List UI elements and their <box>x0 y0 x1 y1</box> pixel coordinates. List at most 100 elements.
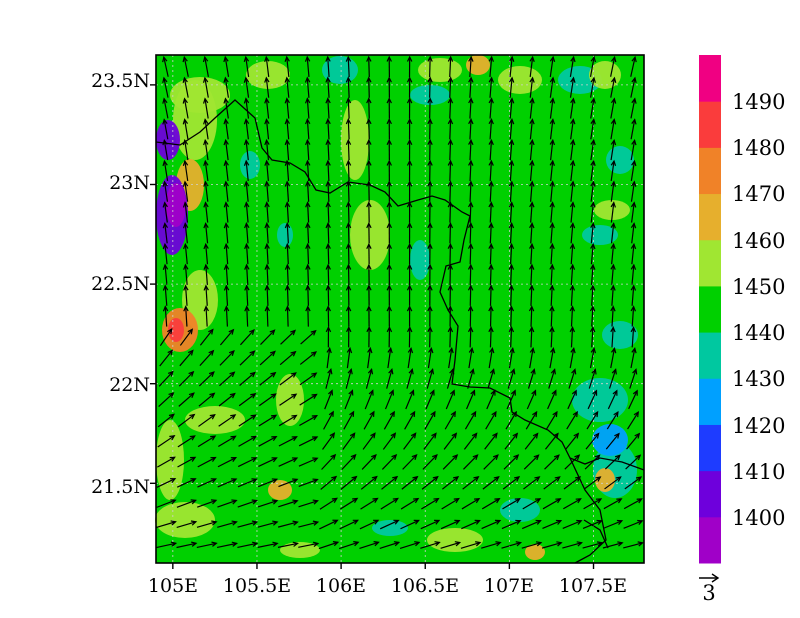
wind-vector <box>501 519 522 530</box>
wind-vector-shaft <box>286 56 290 78</box>
wind-vector-shaft <box>347 202 350 223</box>
wind-vector <box>176 520 198 528</box>
wind-vector-head <box>249 371 256 378</box>
wind-vector <box>422 454 438 470</box>
wind-vector <box>588 368 597 389</box>
wind-vector <box>346 326 352 348</box>
wind-vector-head <box>508 76 515 83</box>
wind-vector <box>157 456 176 468</box>
wind-vector-shaft <box>489 140 493 161</box>
wind-vector <box>366 222 372 244</box>
wind-vector-shaft <box>590 119 595 140</box>
wind-vector <box>421 475 439 490</box>
wind-vector <box>467 368 475 389</box>
wind-vector-head <box>270 393 277 399</box>
wind-vector <box>386 76 392 98</box>
wind-vector <box>464 410 477 430</box>
wind-vector <box>549 201 555 223</box>
wind-vector <box>508 159 515 182</box>
wind-vector <box>403 432 417 450</box>
colorbar-swatch <box>699 147 721 195</box>
wind-vector-head <box>447 138 454 146</box>
wind-vector-shaft <box>278 478 298 488</box>
wind-vector <box>325 242 331 265</box>
wind-vector-shaft <box>570 223 574 244</box>
wind-vector-shaft <box>245 119 249 140</box>
wind-vector <box>421 497 440 510</box>
wind-vector-head <box>427 118 433 125</box>
wind-vector-head <box>495 541 502 547</box>
wind-vector <box>427 305 433 327</box>
wind-vector <box>238 392 257 407</box>
wind-vector-head <box>637 519 644 525</box>
wind-vector <box>219 350 235 366</box>
wind-vector <box>264 159 270 182</box>
wind-vector-head <box>190 520 198 526</box>
wind-vector <box>304 76 311 98</box>
wind-vector-shaft <box>631 285 635 306</box>
wind-vector <box>623 541 644 549</box>
wind-vector-shaft <box>239 372 256 386</box>
wind-vector <box>569 201 576 223</box>
wind-vector <box>529 180 535 202</box>
wind-vector-shaft <box>589 348 595 369</box>
wind-vector-shaft <box>570 285 574 306</box>
wind-vector-shaft <box>570 244 574 265</box>
wind-vector-shaft <box>368 77 370 98</box>
wind-vector-head <box>427 263 433 270</box>
wind-vector-head <box>549 118 556 125</box>
wind-vector-shaft <box>216 542 237 549</box>
wind-vector <box>322 432 336 450</box>
wind-vector-shaft <box>307 306 309 327</box>
wind-vector-shaft <box>286 306 289 327</box>
wind-vector-shaft <box>521 542 542 549</box>
wind-vector-shaft <box>550 223 554 244</box>
wind-vector <box>386 55 392 78</box>
wind-vector-shaft <box>628 390 638 410</box>
wind-vector-shaft <box>238 393 256 407</box>
wind-vector-shaft <box>567 390 577 410</box>
wind-vector-head <box>169 456 176 462</box>
wind-vector-shaft <box>550 160 554 182</box>
wind-vector <box>467 284 474 306</box>
wind-vector-shaft <box>563 498 581 510</box>
wind-vector <box>300 329 317 345</box>
wind-vector <box>468 76 474 98</box>
wind-vector-head <box>549 242 555 250</box>
wind-vector-head <box>633 410 639 418</box>
wind-vector-shaft <box>603 520 623 529</box>
wind-vector-shaft <box>379 541 400 550</box>
wind-vector <box>183 242 189 265</box>
wind-vector <box>486 389 496 410</box>
wind-vector-shaft <box>245 98 250 119</box>
wind-vector <box>264 55 270 77</box>
wind-vector <box>630 76 637 98</box>
wind-vector-head <box>203 284 209 291</box>
wind-vector-shaft <box>610 140 615 161</box>
wind-vector-head <box>190 499 197 505</box>
wind-vector <box>243 180 250 202</box>
wind-vector-shaft <box>489 98 493 119</box>
wind-vector-head <box>528 263 535 270</box>
wind-vector <box>427 346 434 369</box>
wind-vector-shaft <box>550 264 553 286</box>
wind-vector <box>406 242 413 265</box>
wind-vector-shaft <box>549 119 554 140</box>
wind-vector <box>447 159 454 182</box>
wind-vector-head <box>229 392 236 399</box>
wind-vector-head <box>366 138 372 146</box>
wind-vector-shaft <box>306 56 310 78</box>
wind-vector-head <box>632 389 638 396</box>
wind-vector-shaft <box>629 369 637 389</box>
wind-vector <box>440 519 461 530</box>
wind-vector-head <box>408 368 414 375</box>
wind-vector <box>182 118 189 140</box>
wind-vector <box>508 263 515 286</box>
wind-vector-shaft <box>591 306 594 327</box>
lon-tick-label: 107E <box>484 575 534 597</box>
wind-vector-shaft <box>441 498 460 510</box>
wind-vector <box>528 326 535 348</box>
wind-vector-head <box>610 347 617 354</box>
wind-vector-shaft <box>530 264 533 286</box>
wind-vector <box>568 368 577 389</box>
